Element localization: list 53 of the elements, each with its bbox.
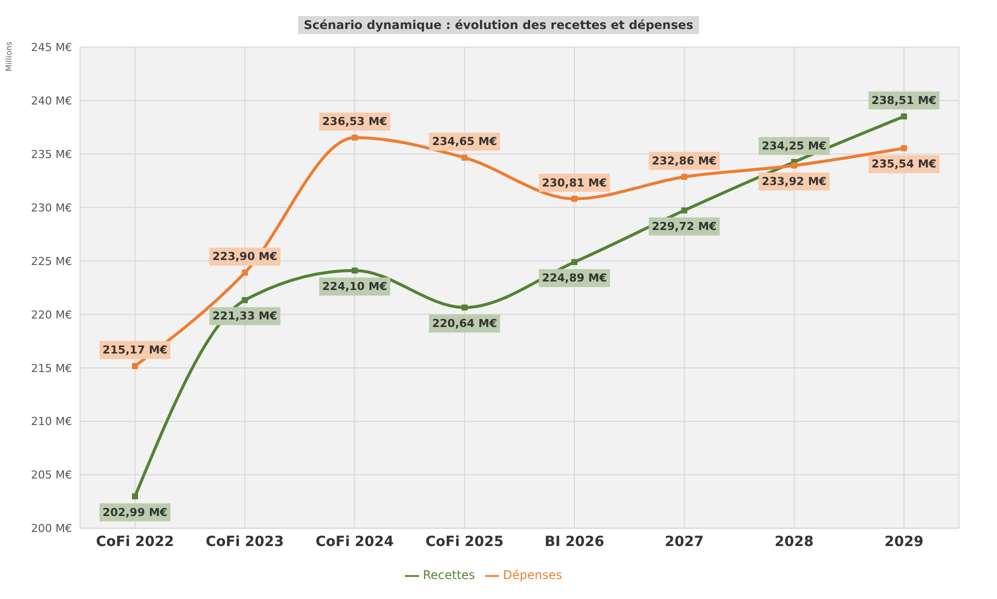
data-label: 236,53 M€: [322, 115, 388, 128]
y-tick-label: 205 M€: [31, 468, 72, 482]
y-tick-label: 245 M€: [31, 40, 72, 54]
x-tick-label: 2028: [774, 534, 814, 550]
data-label: 215,17 M€: [102, 344, 168, 357]
point: [352, 268, 358, 274]
point: [462, 154, 468, 161]
data-label: 238,51 M€: [872, 94, 936, 107]
y-tick-label: 240 M€: [31, 94, 72, 108]
point: [901, 113, 907, 120]
data-label: 224,10 M€: [322, 280, 388, 294]
data-label: 233,92 M€: [762, 175, 827, 188]
point: [901, 145, 907, 152]
data-label: 229,72 M€: [652, 220, 717, 233]
legend-label: Dépenses: [503, 568, 562, 582]
data-label: 202,99 M€: [102, 506, 168, 519]
x-tick-label: CoFi 2024: [316, 534, 394, 550]
data-label: 224,89 M€: [542, 272, 607, 285]
x-tick-label: BI 2026: [544, 534, 604, 550]
point: [791, 162, 798, 168]
point: [242, 270, 248, 276]
data-label: 234,25 M€: [762, 139, 827, 152]
point: [681, 174, 688, 180]
x-tick-label: CoFi 2022: [96, 534, 174, 550]
data-label: 230,81 M€: [542, 176, 607, 190]
data-label: 235,54 M€: [872, 158, 936, 171]
data-label: 221,33 M€: [212, 310, 278, 323]
x-tick-label: 2027: [664, 534, 704, 550]
y-tick-label: 235 M€: [31, 148, 72, 161]
y-tick-label: 210 M€: [31, 415, 72, 428]
y-tick-label: 200 M€: [31, 522, 72, 536]
data-label: 223,90 M€: [212, 250, 278, 264]
data-label: 234,65 M€: [432, 135, 498, 148]
y-tick-label: 225 M€: [31, 254, 72, 268]
point: [132, 363, 138, 370]
point: [132, 493, 138, 500]
point: [681, 207, 688, 214]
x-tick-label: CoFi 2023: [206, 534, 284, 550]
point: [571, 259, 578, 266]
y-tick-label: 230 M€: [31, 201, 72, 214]
point: [462, 304, 468, 311]
y-axis-title: Millions: [4, 42, 14, 72]
point: [571, 196, 578, 202]
point: [242, 297, 248, 304]
data-label: 220,64 M€: [432, 317, 498, 330]
point: [352, 134, 358, 141]
y-tick-label: 220 M€: [31, 308, 72, 322]
x-tick-label: CoFi 2025: [426, 534, 504, 550]
chart-title: Scénario dynamique : évolution des recettes et dépenses: [298, 16, 700, 34]
y-tick-label: 215 M€: [31, 362, 72, 375]
x-tick-label: 2029: [884, 534, 924, 550]
data-label: 232,86 M€: [652, 154, 717, 168]
legend-label: Recettes: [422, 568, 476, 582]
